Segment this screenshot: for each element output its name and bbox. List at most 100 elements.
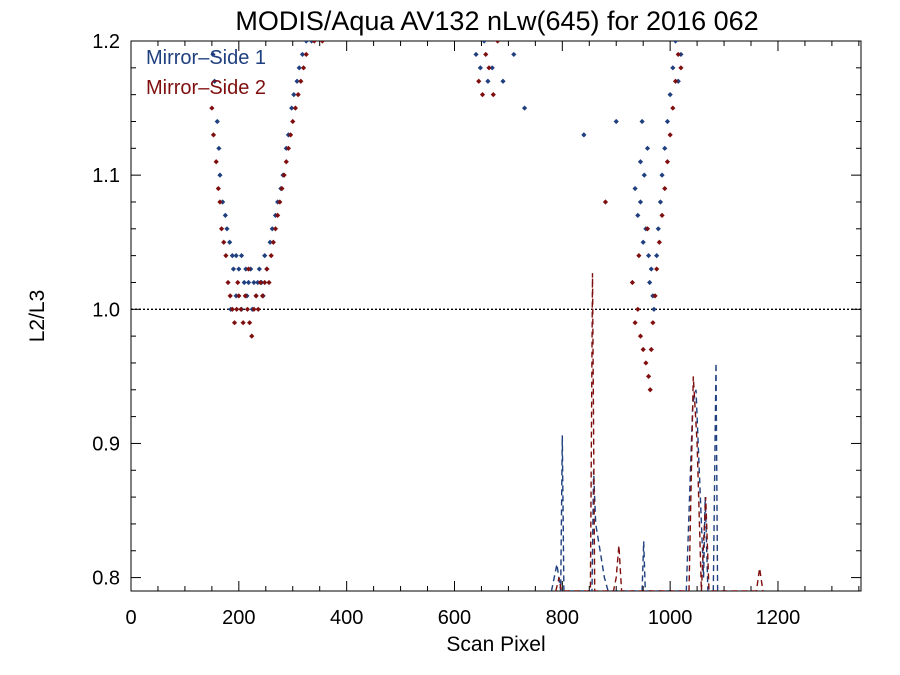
series-2-point	[259, 293, 266, 299]
x-tick-label: 400	[330, 607, 363, 629]
series-1-point	[640, 239, 646, 245]
series-2-point	[652, 293, 658, 299]
series-2-point	[650, 320, 656, 326]
series-1-point	[667, 92, 673, 98]
series-1-point	[644, 145, 651, 151]
series-2-point	[221, 239, 227, 245]
series-2-point	[242, 293, 248, 299]
series-2-point	[602, 199, 609, 205]
series-1-point	[217, 172, 223, 178]
series-1-point	[675, 78, 681, 84]
series-2-point	[235, 279, 241, 286]
series-1	[210, 41, 719, 591]
series-1-point	[267, 239, 273, 245]
series-2-point	[647, 387, 653, 393]
series-2-point	[298, 78, 304, 84]
series-2-point	[270, 239, 276, 245]
series-2-point	[637, 333, 644, 339]
series-2-point	[654, 266, 660, 272]
series-1-point	[294, 78, 300, 84]
series-1-point	[256, 266, 262, 272]
y-tick-label: 0.8	[92, 568, 120, 590]
y-axis-title: L2/L3	[26, 290, 49, 343]
y-tick-label: 1.0	[92, 299, 120, 321]
series-2-point	[209, 105, 215, 111]
series-2	[209, 41, 764, 591]
series-2-point	[240, 320, 246, 326]
series-1-point	[210, 51, 216, 58]
series-2-point	[231, 320, 238, 326]
series-1-point	[581, 132, 587, 138]
series-2-point	[659, 212, 665, 218]
series-1-point	[632, 185, 638, 192]
series-1-point	[241, 279, 247, 286]
series-1-point	[303, 41, 309, 44]
series-2-point	[645, 373, 652, 379]
series-2-point	[483, 51, 489, 58]
series-2-point	[251, 306, 257, 312]
series-2-point	[635, 306, 641, 312]
series-1-point	[291, 92, 297, 98]
x-tick-label: 1000	[648, 607, 693, 629]
legend-entry-mirror-side-1: Mirror–Side 1	[146, 47, 266, 69]
series-2-point	[215, 185, 221, 192]
series-1-point	[216, 145, 222, 151]
plot-frame	[130, 40, 862, 592]
series-2-point	[210, 132, 217, 138]
legend: Mirror–Side 1 Mirror–Side 2	[146, 47, 266, 99]
series-1-point	[664, 118, 671, 125]
series-1-point	[655, 226, 661, 232]
x-tick-label: 200	[222, 607, 255, 629]
series-2-point	[675, 51, 681, 58]
series-2-point	[272, 226, 279, 232]
series-2-point	[490, 92, 496, 98]
series-2-point	[643, 360, 649, 366]
series-1-point	[236, 266, 242, 272]
series-2-point	[495, 41, 501, 44]
series-1-point	[657, 199, 664, 205]
series-2-point	[253, 293, 259, 299]
x-tick-label: 1200	[756, 607, 801, 629]
series-1-point	[296, 65, 302, 71]
series-1-point	[233, 253, 239, 259]
series-1-point	[224, 226, 230, 232]
series-1-point	[645, 253, 652, 259]
y-tick-label: 1.2	[92, 31, 120, 53]
series-2-point	[245, 266, 252, 272]
series-2-point	[648, 346, 654, 353]
series-2-point	[257, 279, 263, 286]
series-2-point	[264, 266, 270, 272]
series-1-point	[641, 172, 647, 178]
series-1-point	[262, 253, 268, 259]
x-tick-label: 0	[125, 607, 136, 629]
series-1-point	[500, 78, 506, 84]
series-2-point	[486, 65, 492, 71]
series-2-point	[670, 105, 676, 111]
series-1-point	[214, 118, 220, 125]
series-1-point	[227, 239, 233, 245]
series-1-point	[521, 105, 528, 111]
series-2-point	[249, 333, 255, 339]
series-2-point	[632, 320, 638, 326]
series-1-point	[211, 78, 218, 84]
series-2-dashed-line	[555, 273, 764, 591]
series-1-point	[229, 253, 235, 259]
x-tick-label: 600	[438, 607, 471, 629]
series-1-point	[220, 199, 226, 205]
x-axis-title: Scan Pixel	[446, 633, 545, 656]
series-2-point	[476, 78, 482, 84]
y-tick-label: 0.9	[92, 433, 120, 455]
series-2-point	[281, 172, 287, 178]
series-2-point	[213, 159, 219, 165]
series-2-point	[225, 279, 231, 286]
series-1-point	[299, 51, 306, 58]
series-2-point	[636, 253, 642, 259]
series-2-point	[262, 279, 268, 286]
series-1-point	[651, 306, 657, 312]
x-tick-label: 800	[546, 607, 579, 629]
series-2-point	[223, 253, 229, 259]
series-2-point	[319, 41, 325, 44]
series-1-point	[648, 266, 654, 272]
series-2-point	[672, 78, 679, 84]
series-1-dashed-line	[550, 362, 719, 591]
